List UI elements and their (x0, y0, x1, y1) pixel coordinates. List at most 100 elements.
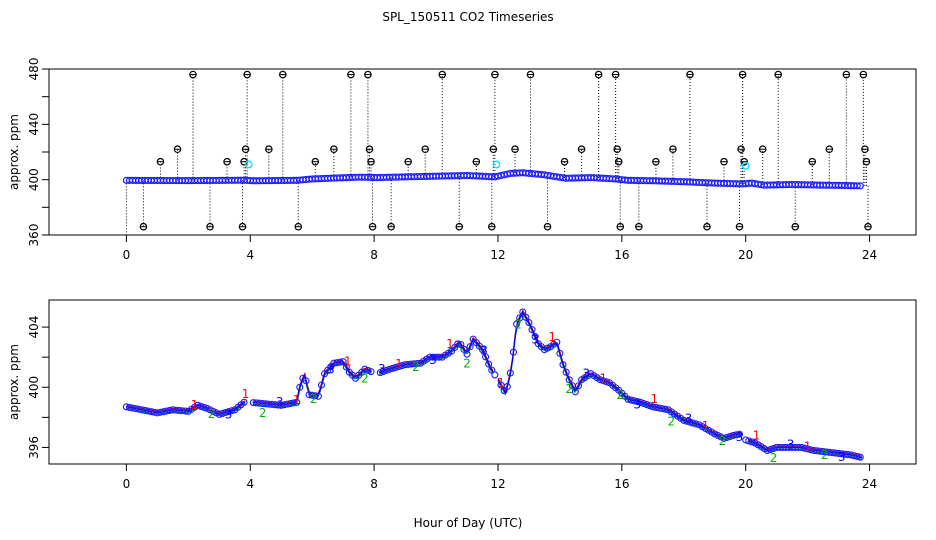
x-tick-label: 4 (246, 477, 254, 491)
spike-point (864, 222, 872, 231)
spike-point (206, 222, 214, 231)
series-digit-label: 2 (412, 360, 420, 374)
x-tick-label: 24 (862, 248, 877, 262)
cyan-point (741, 161, 750, 170)
series-point (522, 313, 530, 321)
x-tick-label: 8 (370, 248, 378, 262)
x-tick-label: 24 (862, 477, 877, 491)
series-point (646, 402, 654, 410)
y-tick-label: 404 (27, 316, 41, 339)
series-digit-label: 2 (310, 392, 318, 406)
series-digit-label: 3 (480, 343, 488, 357)
spike-point (265, 145, 273, 154)
spike-point (223, 157, 231, 166)
series-point (311, 392, 319, 400)
x-tick-label: 12 (490, 248, 505, 262)
series-digit-label: 3 (582, 367, 590, 381)
y-tick-label: 480 (27, 58, 41, 81)
series-point (339, 358, 347, 366)
series-digit-label: 2 (821, 448, 829, 462)
series-point (726, 432, 734, 440)
spike-point (842, 70, 851, 79)
series-point (692, 420, 700, 428)
spike-point (738, 70, 747, 79)
x-tick-label: 12 (490, 477, 505, 491)
series-digit-label: 1 (702, 419, 710, 433)
series-point (602, 378, 610, 386)
series-digit-label: 2 (616, 388, 624, 402)
spike-point (825, 145, 834, 154)
series-point (853, 452, 861, 461)
cyan-point (492, 160, 501, 169)
spike-point (611, 70, 620, 79)
series-point (200, 403, 208, 411)
series-digit-label: 2 (361, 372, 369, 386)
spike-point (861, 145, 869, 154)
series-digit-label: 3 (531, 333, 539, 347)
series-digit-label: 2 (719, 434, 727, 448)
series-point (395, 362, 403, 371)
spike-point (791, 222, 800, 231)
x-tick-label: 0 (123, 248, 131, 262)
chart-title: SPL_150511 CO2 Timeseries (382, 10, 553, 24)
spike-point (808, 157, 817, 166)
spike-point (241, 145, 250, 154)
series-point (745, 437, 753, 445)
series-point (599, 377, 607, 385)
series-point (293, 398, 301, 406)
series-point (376, 369, 384, 377)
spike-point (487, 222, 496, 231)
series-point (460, 345, 468, 353)
spike-point (720, 157, 728, 166)
top-spike-stems (125, 74, 869, 235)
series-digit-label: 2 (770, 451, 778, 465)
spike-point (311, 157, 320, 166)
y-tick-label: 400 (27, 376, 41, 399)
series-point (336, 358, 344, 366)
series-digit-label: 1 (497, 376, 505, 390)
spike-point (404, 157, 412, 166)
spike-point (774, 70, 783, 79)
series-point (723, 433, 731, 441)
series-point (228, 407, 236, 415)
series-digit-label: 2 (208, 407, 216, 421)
spike-point (577, 145, 586, 154)
series-digit-label: 1 (395, 357, 403, 371)
series-point (680, 416, 688, 424)
series-point (466, 343, 474, 351)
series-digit-label: 1 (293, 393, 301, 407)
series-digit-label: 2 (565, 382, 573, 396)
top-axes: 0 4 8 12 16 20 24 360 400 440 480 (27, 58, 877, 262)
spike-point (421, 145, 430, 154)
spike-point (703, 222, 711, 231)
series-point (367, 368, 375, 376)
spike-point (278, 70, 287, 79)
series-point (856, 453, 864, 461)
spike-point (613, 145, 621, 154)
spike-point (652, 157, 660, 166)
series-point (519, 308, 527, 316)
spike-point (387, 222, 395, 231)
series-point (379, 367, 387, 376)
x-tick-label: 16 (614, 248, 629, 262)
series-point (296, 383, 304, 391)
series-point (506, 369, 514, 377)
spike-point (455, 222, 464, 231)
series-digit-label: 3 (787, 437, 795, 451)
spike-point (472, 157, 481, 166)
baseline-point (856, 182, 864, 190)
spike-point (758, 145, 767, 154)
spike-point (740, 157, 748, 166)
spike-point (364, 70, 372, 79)
series-point (361, 365, 369, 373)
series-digit-label: 2 (514, 317, 522, 331)
spike-point (737, 145, 745, 154)
x-tick-label: 0 (123, 477, 131, 491)
series-point (290, 399, 298, 407)
x-tick-label: 20 (738, 248, 753, 262)
series-point (488, 366, 496, 374)
y-tick-label: 360 (27, 224, 41, 247)
